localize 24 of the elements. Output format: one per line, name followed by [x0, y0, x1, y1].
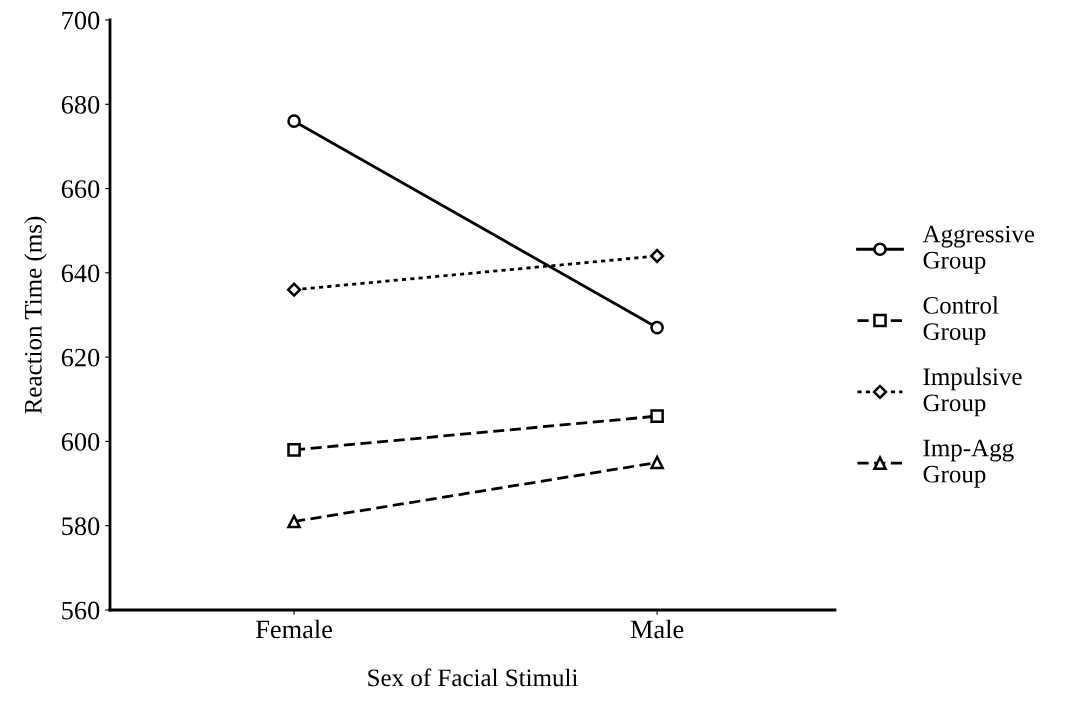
- y-tick-label: 660: [61, 180, 100, 198]
- point: [287, 443, 301, 457]
- y-tick-label: 600: [61, 433, 100, 451]
- legend-label: Control Group: [923, 296, 999, 346]
- point: [286, 282, 302, 297]
- x-tick-label: Male: [630, 619, 684, 639]
- y-tick-label: 680: [61, 95, 100, 114]
- point: [287, 114, 301, 128]
- point: [650, 455, 664, 470]
- legend-label: Imp-Agg Group: [923, 439, 1014, 488]
- legend-label: Aggressive Group: [922, 225, 1035, 274]
- y-tick-label: 560: [62, 601, 100, 620]
- y-tick-label: 580: [62, 517, 100, 536]
- y-axis-title: Reaction Time (ms): [24, 216, 47, 414]
- point: [649, 248, 665, 264]
- y-tick-label: 700: [62, 11, 100, 30]
- point: [650, 409, 664, 423]
- y-tick-label: 640: [61, 264, 100, 283]
- x-tick-label: Female: [255, 619, 332, 639]
- legend-label: Impulsive Group: [923, 367, 1022, 417]
- x-axis-title: Sex of Facial Stimuli: [368, 668, 578, 687]
- point: [287, 514, 301, 529]
- y-tick-label: 620: [61, 348, 100, 367]
- point: [650, 320, 664, 335]
